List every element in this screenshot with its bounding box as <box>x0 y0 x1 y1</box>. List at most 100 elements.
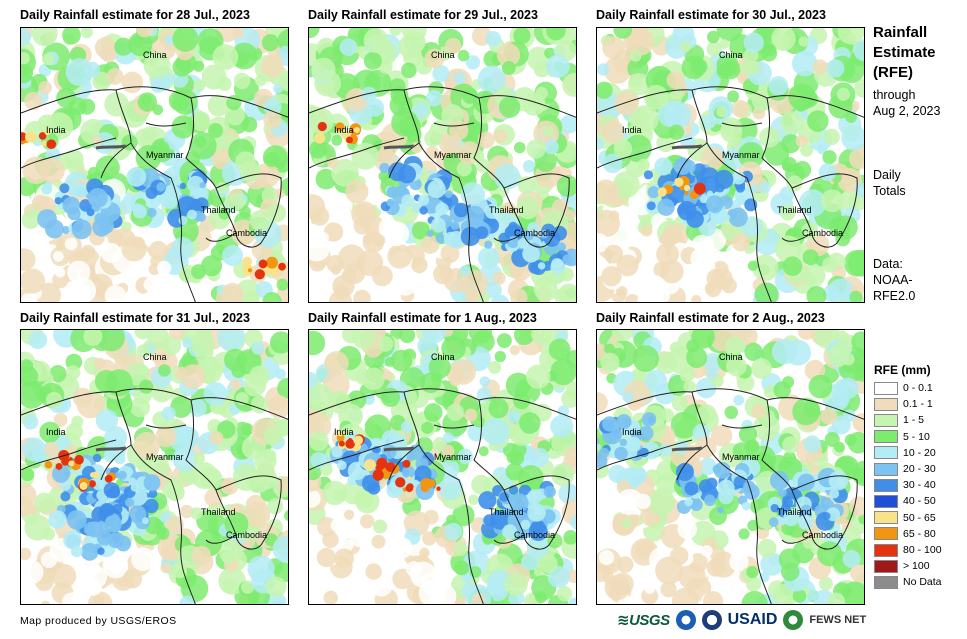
rainfall-field <box>21 28 288 302</box>
panel-title-6: Daily Rainfall estimate for 2 Aug., 2023 <box>596 311 825 325</box>
country-border <box>473 97 525 234</box>
panel-title-1: Daily Rainfall estimate for 28 Jul., 202… <box>20 8 250 22</box>
rainfall-field <box>21 330 288 604</box>
country-border <box>791 475 858 550</box>
country-border <box>388 444 420 481</box>
panel-title-2: Daily Rainfall estimate for 29 Jul., 202… <box>308 8 538 22</box>
legend-heading: Rainfall Estimate (RFE) <box>873 23 936 83</box>
country-label-thailand: Thailand <box>201 205 236 215</box>
legend-swatch <box>874 511 898 525</box>
through-label: through <box>873 88 916 102</box>
panel-title-4: Daily Rainfall estimate for 31 Jul., 202… <box>20 311 250 325</box>
country-label-cambodia: Cambodia <box>802 530 844 540</box>
country-border <box>473 399 525 536</box>
country-border <box>215 475 282 550</box>
legend-item: 0 - 0.1 <box>874 381 933 395</box>
legend-swatch <box>874 575 898 589</box>
legend-label: 50 - 65 <box>903 511 936 524</box>
source-line-2: NOAA- <box>873 273 913 287</box>
usaid-logo: USAID <box>727 611 778 628</box>
legend-swatch <box>874 494 898 508</box>
country-label-thailand: Thailand <box>489 205 524 215</box>
legend-swatch <box>874 559 898 573</box>
rainfall-map-1: China India Myanmar Thailand Cambodia <box>20 27 289 303</box>
coastline <box>95 446 127 452</box>
heading-line-1: Rainfall <box>873 24 928 41</box>
panel-title-5: Daily Rainfall estimate for 1 Aug., 2023 <box>308 311 537 325</box>
country-border <box>100 142 132 179</box>
legend-label: 40 - 50 <box>903 495 936 508</box>
country-border <box>205 232 237 242</box>
country-label-thailand: Thailand <box>777 205 812 215</box>
source-line-1: Data: <box>873 257 903 271</box>
legend-item: 30 - 40 <box>874 478 936 492</box>
country-border <box>493 534 525 544</box>
country-border <box>100 444 132 481</box>
legend-item: 65 - 80 <box>874 527 936 541</box>
data-source: Data: NOAA- RFE2.0 <box>873 256 915 304</box>
country-border <box>597 137 693 169</box>
legend-item: > 100 <box>874 559 930 573</box>
legend-item: No Data <box>874 575 942 589</box>
legend-item: 40 - 50 <box>874 494 936 508</box>
country-border <box>145 424 187 429</box>
rainfall-map-6: China India Myanmar Thailand Cambodia <box>596 329 865 605</box>
through-date: through Aug 2, 2023 <box>873 87 940 119</box>
coastline <box>95 144 127 150</box>
totals-note: Daily Totals <box>873 167 906 199</box>
fews-net-logo: FEWS NET <box>809 614 867 626</box>
legend-item: 0.1 - 1 <box>874 397 933 411</box>
country-border <box>781 232 813 242</box>
doi-seal-icon <box>701 610 722 630</box>
legend-label: 1 - 5 <box>903 414 925 427</box>
coastline <box>671 446 703 452</box>
country-border <box>503 173 570 248</box>
country-border <box>309 86 576 118</box>
noaa-logo-icon <box>675 610 696 630</box>
country-border <box>691 89 772 302</box>
country-border <box>215 173 282 248</box>
rainfall-map-2: China India Myanmar Thailand Cambodia <box>308 27 577 303</box>
country-border <box>721 122 763 127</box>
legend-item: 10 - 20 <box>874 446 936 460</box>
country-label-myanmar: Myanmar <box>434 150 472 160</box>
country-border <box>493 232 525 242</box>
country-border <box>433 424 475 429</box>
rainfall-map-3: China India Myanmar Thailand Cambodia <box>596 27 865 303</box>
country-label-china: China <box>431 50 455 60</box>
country-label-china: China <box>143 352 167 362</box>
rainfall-map-4: China India Myanmar Thailand Cambodia <box>20 329 289 605</box>
country-border <box>21 439 117 471</box>
country-border <box>115 89 196 302</box>
country-label-china: China <box>719 50 743 60</box>
country-border <box>309 388 576 420</box>
country-border <box>503 475 570 550</box>
legend-swatch <box>874 397 898 411</box>
legend-label: 65 - 80 <box>903 527 936 540</box>
country-border <box>403 391 484 604</box>
legend-label: 0 - 0.1 <box>903 382 933 394</box>
country-border <box>676 142 708 179</box>
country-border <box>761 97 813 234</box>
country-border <box>21 137 117 169</box>
country-label-myanmar: Myanmar <box>146 452 184 462</box>
country-border <box>185 97 237 234</box>
legend-swatch <box>874 446 898 460</box>
country-label-myanmar: Myanmar <box>722 452 760 462</box>
country-border <box>403 89 484 302</box>
partner-logos: ≋USGS USAID FEWS NET <box>617 607 866 633</box>
totals-line-1: Daily <box>873 168 901 182</box>
totals-line-2: Totals <box>873 184 906 198</box>
country-label-thailand: Thailand <box>201 507 236 517</box>
country-border <box>185 399 237 536</box>
legend-label: 30 - 40 <box>903 479 936 492</box>
legend-item: 80 - 100 <box>874 543 942 557</box>
country-border <box>676 444 708 481</box>
coastline <box>383 446 415 452</box>
country-label-china: China <box>143 50 167 60</box>
legend-label: 80 - 100 <box>903 544 942 556</box>
rainfall-map-5: China India Myanmar Thailand Cambodia <box>308 329 577 605</box>
country-border <box>761 399 813 536</box>
heading-line-2: Estimate <box>873 44 936 61</box>
country-border <box>205 534 237 544</box>
